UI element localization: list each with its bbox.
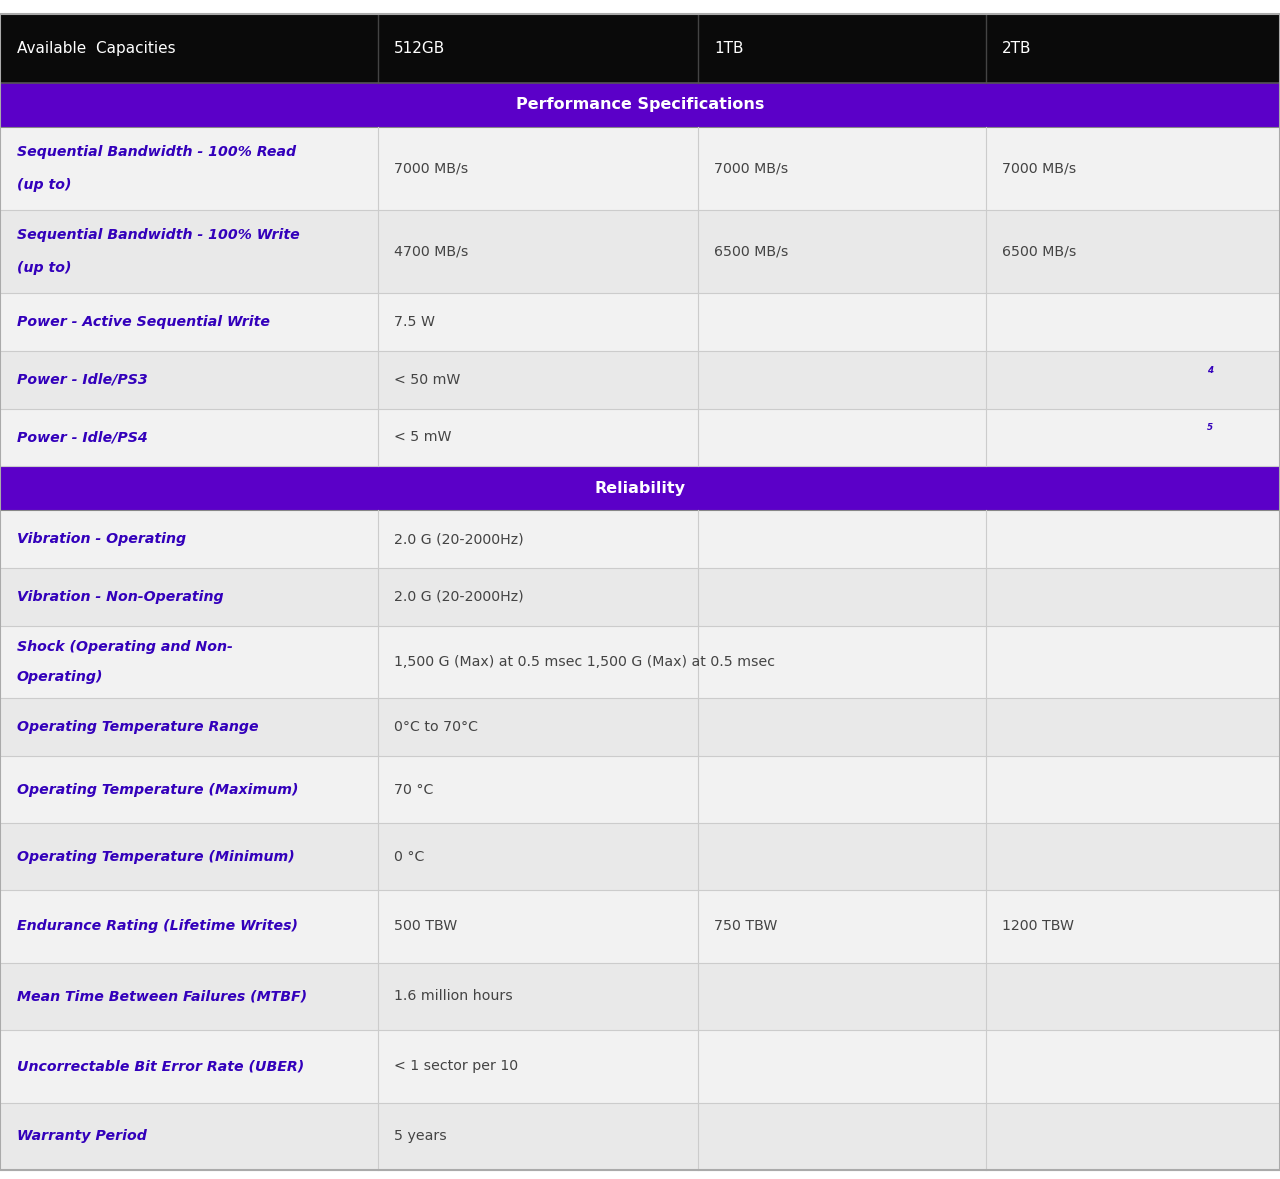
Bar — [0, 409, 1280, 466]
Text: 1.6 million hours: 1.6 million hours — [394, 989, 513, 1003]
Bar — [0, 568, 1280, 626]
Text: Operating Temperature Range: Operating Temperature Range — [17, 720, 259, 735]
Text: 1200 TBW: 1200 TBW — [1002, 920, 1074, 934]
Text: < 1 sector per 10: < 1 sector per 10 — [394, 1059, 518, 1073]
Text: 7000 MB/s: 7000 MB/s — [394, 162, 468, 176]
Text: 6500 MB/s: 6500 MB/s — [1002, 244, 1076, 258]
Bar — [0, 294, 1280, 351]
Bar — [0, 626, 1280, 698]
Bar — [0, 466, 1280, 511]
Text: Operating Temperature (Maximum): Operating Temperature (Maximum) — [17, 783, 298, 797]
Text: 70 °C: 70 °C — [394, 783, 434, 797]
Bar — [0, 963, 1280, 1029]
Bar — [0, 127, 1280, 210]
Text: 2.0 G (20-2000Hz): 2.0 G (20-2000Hz) — [394, 532, 524, 546]
Text: < 5 mW: < 5 mW — [394, 430, 452, 444]
Text: 500 TBW: 500 TBW — [394, 920, 457, 934]
Text: 512GB: 512GB — [394, 41, 445, 57]
Bar — [0, 83, 1280, 127]
Bar — [0, 698, 1280, 756]
Text: Power - Active Sequential Write: Power - Active Sequential Write — [17, 315, 270, 329]
Text: Operating Temperature (Minimum): Operating Temperature (Minimum) — [17, 850, 294, 863]
Text: Operating): Operating) — [17, 670, 104, 684]
Text: (up to): (up to) — [17, 178, 72, 192]
Bar — [0, 1029, 1280, 1102]
Text: 0°C to 70°C: 0°C to 70°C — [394, 720, 479, 735]
Text: 5 years: 5 years — [394, 1129, 447, 1144]
Text: < 50 mW: < 50 mW — [394, 373, 461, 387]
Text: Endurance Rating (Lifetime Writes): Endurance Rating (Lifetime Writes) — [17, 920, 298, 934]
Text: 4700 MB/s: 4700 MB/s — [394, 244, 468, 258]
Text: 7000 MB/s: 7000 MB/s — [714, 162, 788, 176]
Text: Shock (Operating and Non-: Shock (Operating and Non- — [17, 640, 233, 654]
Bar — [0, 511, 1280, 568]
Text: 1,500 G (Max) at 0.5 msec 1,500 G (Max) at 0.5 msec: 1,500 G (Max) at 0.5 msec 1,500 G (Max) … — [394, 656, 776, 668]
Bar — [0, 210, 1280, 294]
Bar — [0, 351, 1280, 409]
Text: 7.5 W: 7.5 W — [394, 315, 435, 329]
Bar — [0, 890, 1280, 963]
Text: Power - Idle/PS4: Power - Idle/PS4 — [17, 430, 147, 444]
Text: 4: 4 — [1207, 365, 1213, 375]
Text: 1TB: 1TB — [714, 41, 744, 57]
Bar — [0, 756, 1280, 823]
Bar — [0, 823, 1280, 890]
Text: 7000 MB/s: 7000 MB/s — [1002, 162, 1076, 176]
Text: Vibration - Non-Operating: Vibration - Non-Operating — [17, 590, 223, 604]
Text: Available  Capacities: Available Capacities — [17, 41, 175, 57]
Bar — [0, 14, 1280, 83]
Text: Reliability: Reliability — [594, 481, 686, 495]
Text: Warranty Period: Warranty Period — [17, 1129, 146, 1144]
Text: Sequential Bandwidth - 100% Write: Sequential Bandwidth - 100% Write — [17, 228, 300, 242]
Text: 6500 MB/s: 6500 MB/s — [714, 244, 788, 258]
Text: Vibration - Operating: Vibration - Operating — [17, 532, 186, 546]
Bar — [0, 1102, 1280, 1170]
Text: Power - Idle/PS3: Power - Idle/PS3 — [17, 373, 147, 387]
Text: Sequential Bandwidth - 100% Read: Sequential Bandwidth - 100% Read — [17, 145, 296, 159]
Text: Mean Time Between Failures (MTBF): Mean Time Between Failures (MTBF) — [17, 989, 307, 1003]
Text: 5: 5 — [1207, 423, 1213, 433]
Text: 0 °C: 0 °C — [394, 850, 425, 863]
Text: 2TB: 2TB — [1002, 41, 1032, 57]
Text: 2.0 G (20-2000Hz): 2.0 G (20-2000Hz) — [394, 590, 524, 604]
Text: 750 TBW: 750 TBW — [714, 920, 778, 934]
Text: Performance Specifications: Performance Specifications — [516, 98, 764, 112]
Text: Uncorrectable Bit Error Rate (UBER): Uncorrectable Bit Error Rate (UBER) — [17, 1059, 303, 1073]
Text: (up to): (up to) — [17, 261, 72, 275]
